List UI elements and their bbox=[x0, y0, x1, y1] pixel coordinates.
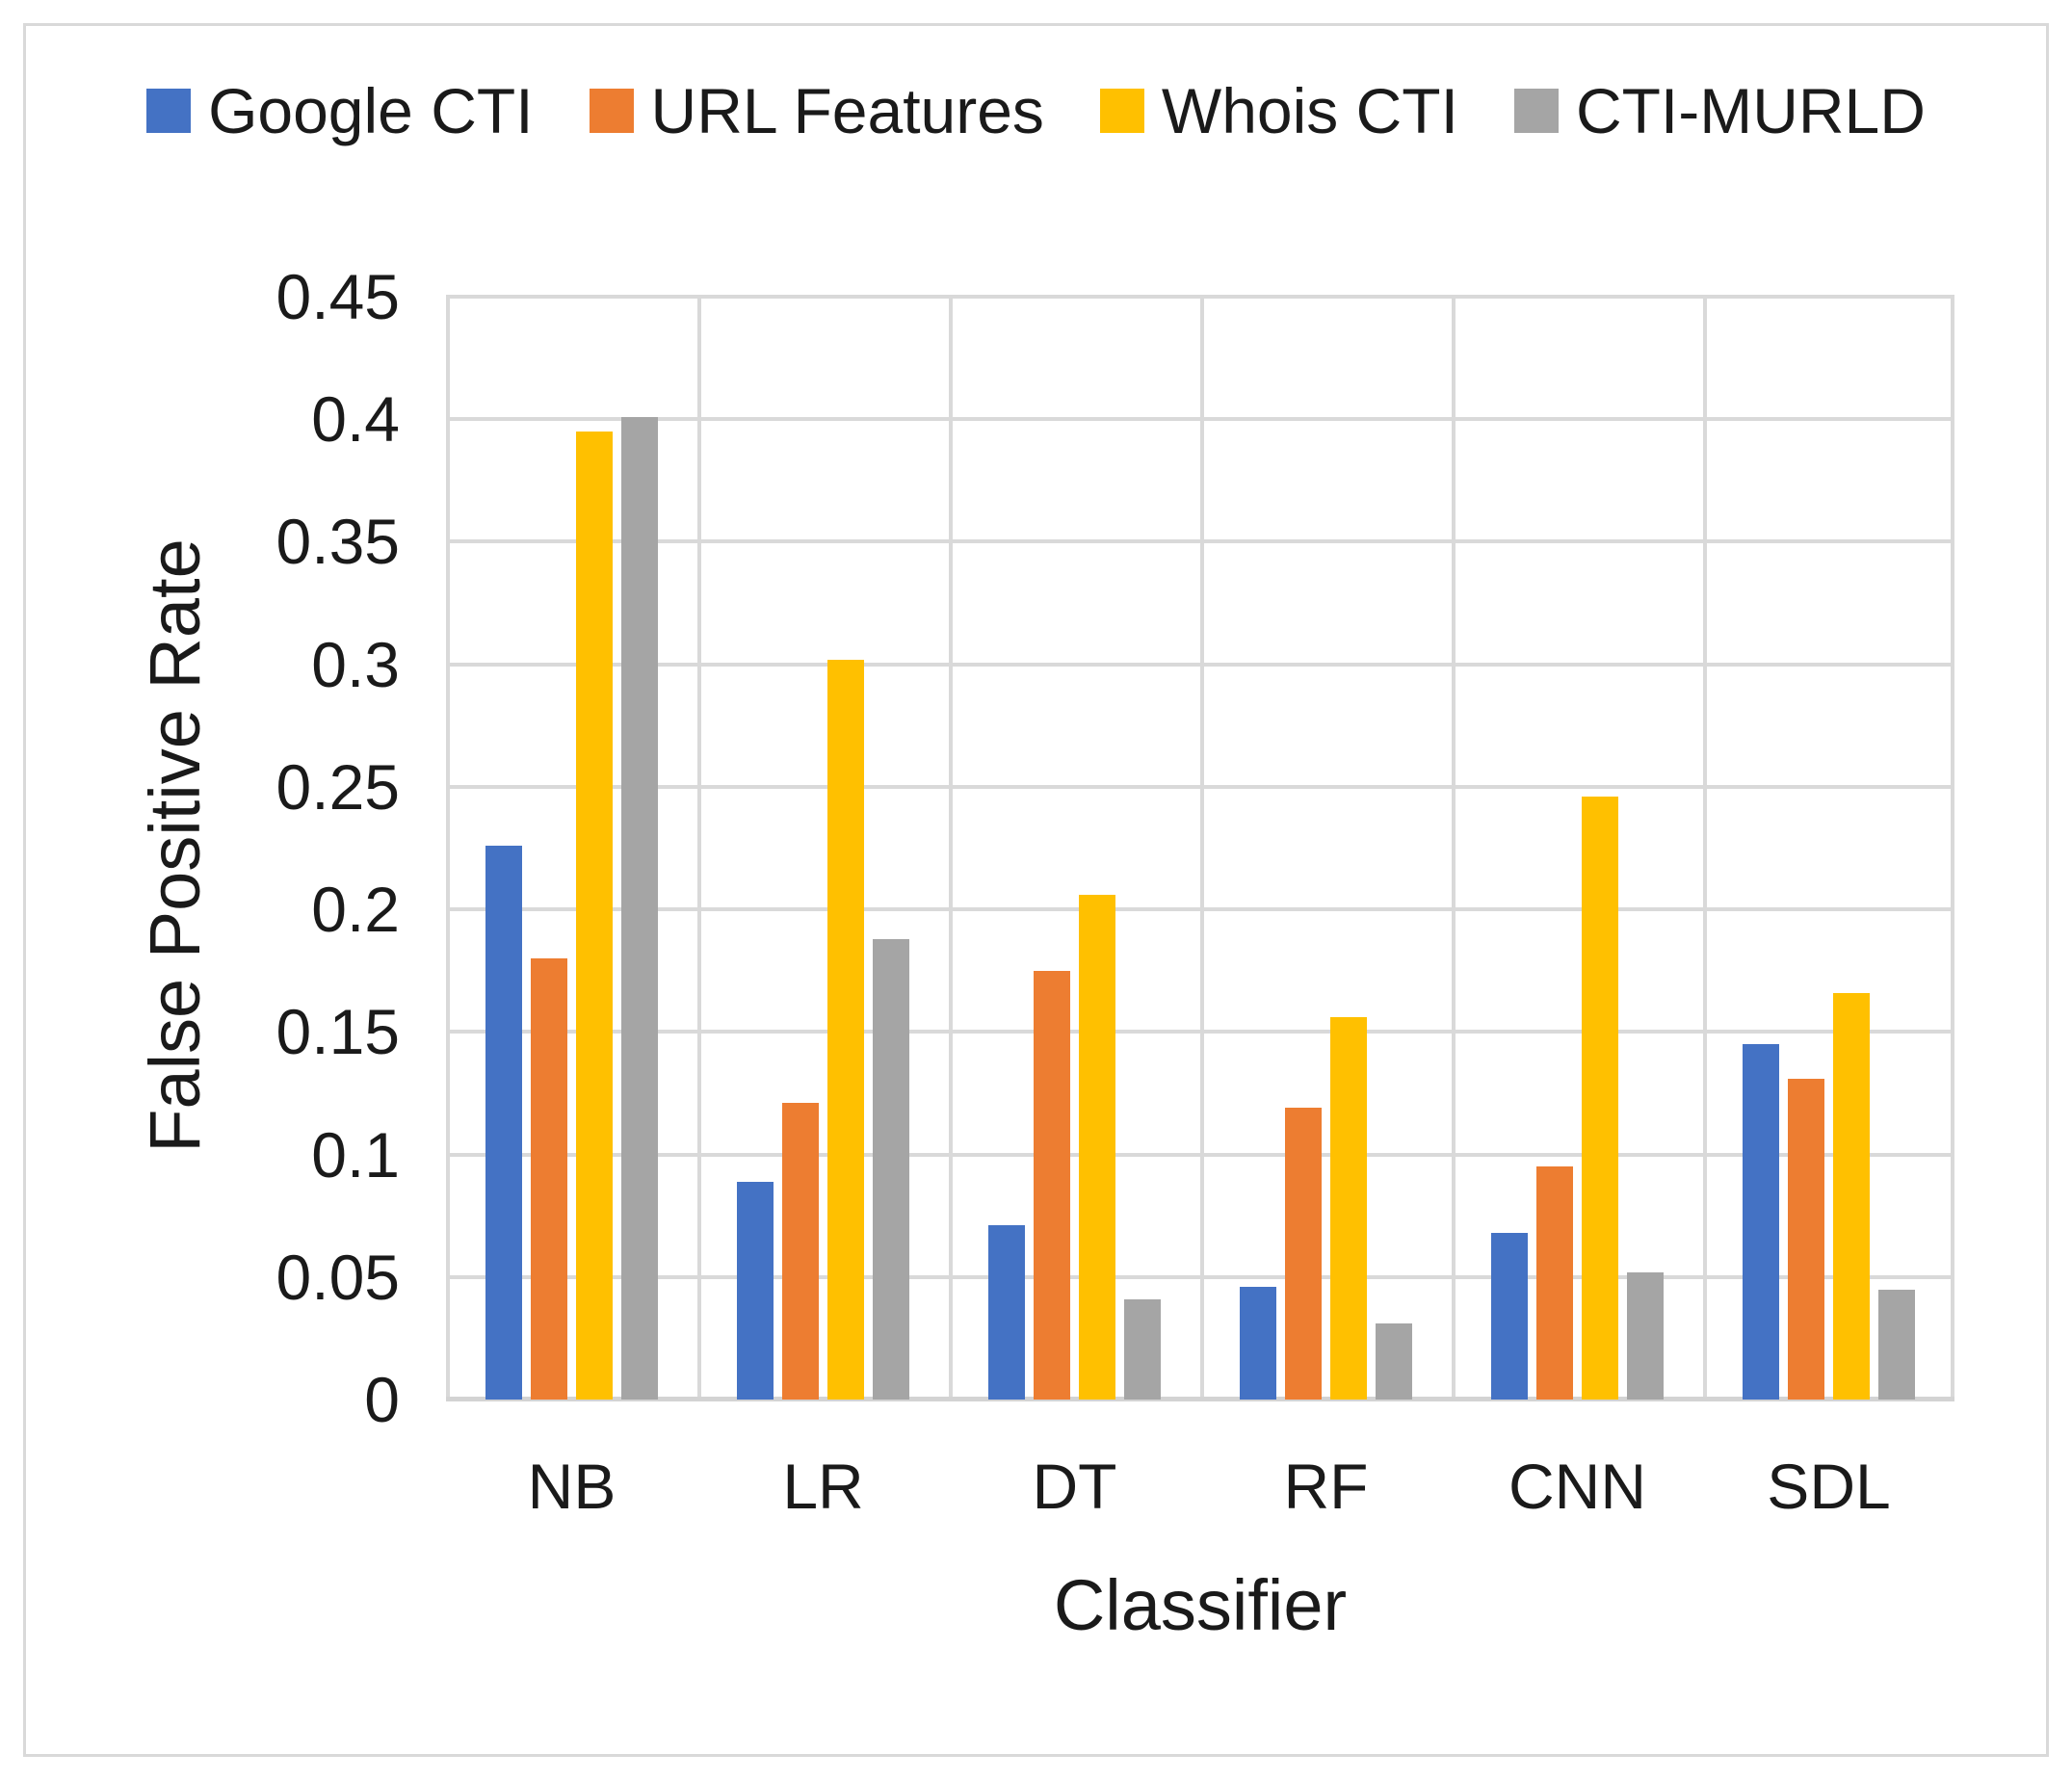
gridline-vertical bbox=[697, 297, 701, 1400]
x-axis-tick-label-rf: RF bbox=[1283, 1451, 1369, 1522]
legend-label: URL Features bbox=[650, 75, 1044, 146]
bar-whois-cti-dt bbox=[1079, 895, 1115, 1400]
x-axis-tick-label-dt: DT bbox=[1032, 1451, 1117, 1522]
x-axis-title: Classifier bbox=[1053, 1565, 1348, 1645]
y-axis-line bbox=[446, 297, 450, 1400]
y-axis-tick-label: 0.4 bbox=[311, 383, 400, 456]
legend-item-cti-murld: CTI-MURLD bbox=[1513, 75, 1926, 146]
y-axis-tick-label: 0.05 bbox=[275, 1241, 400, 1313]
y-axis-tick-label: 0.3 bbox=[311, 628, 400, 700]
bar-google-cti-nb bbox=[485, 846, 522, 1400]
y-axis-tick-label: 0 bbox=[364, 1364, 400, 1435]
bar-cti-murld-cnn bbox=[1627, 1272, 1664, 1400]
bar-cti-murld-dt bbox=[1124, 1299, 1161, 1400]
bar-google-cti-sdl bbox=[1743, 1044, 1779, 1400]
bar-google-cti-rf bbox=[1240, 1287, 1276, 1400]
gridline-vertical bbox=[1951, 297, 1954, 1400]
legend-swatch-icon-url-features bbox=[589, 89, 634, 133]
x-axis-tick-label-sdl: SDL bbox=[1767, 1451, 1891, 1522]
bar-google-cti-cnn bbox=[1491, 1233, 1528, 1400]
bar-whois-cti-nb bbox=[576, 432, 613, 1400]
legend-swatch-icon-whois-cti bbox=[1099, 89, 1144, 133]
bar-url-features-nb bbox=[531, 958, 567, 1400]
bar-whois-cti-cnn bbox=[1582, 797, 1618, 1400]
bar-url-features-lr bbox=[782, 1103, 819, 1400]
bar-url-features-dt bbox=[1034, 971, 1070, 1400]
y-axis-tick-label: 0.1 bbox=[311, 1118, 400, 1191]
bar-url-features-cnn bbox=[1536, 1166, 1573, 1400]
legend-swatch-icon-google-cti bbox=[146, 89, 192, 133]
y-axis-tick-label: 0.2 bbox=[311, 874, 400, 946]
legend-item-google-cti: Google CTI bbox=[146, 75, 534, 146]
bar-google-cti-lr bbox=[737, 1182, 774, 1400]
y-axis-tick-label: 0.35 bbox=[275, 506, 400, 578]
bar-url-features-sdl bbox=[1788, 1079, 1824, 1400]
y-axis-tick-label: 0.15 bbox=[275, 996, 400, 1068]
gridline-vertical bbox=[1200, 297, 1204, 1400]
bar-url-features-rf bbox=[1285, 1108, 1322, 1400]
bar-whois-cti-lr bbox=[827, 660, 864, 1400]
y-axis-tick-label: 0.45 bbox=[275, 261, 400, 332]
plot-area bbox=[446, 295, 1954, 1401]
x-axis-tick-label-nb: NB bbox=[527, 1451, 616, 1522]
x-axis-tick-label-lr: LR bbox=[782, 1451, 864, 1522]
bar-cti-murld-rf bbox=[1376, 1323, 1412, 1400]
gridline-vertical bbox=[949, 297, 953, 1400]
legend-label: Google CTI bbox=[208, 75, 534, 146]
x-axis-line bbox=[446, 1397, 1954, 1401]
legend-label: CTI-MURLD bbox=[1575, 75, 1926, 146]
bar-cti-murld-lr bbox=[873, 939, 909, 1400]
legend-item-url-features: URL Features bbox=[589, 75, 1044, 146]
legend-label: Whois CTI bbox=[1161, 75, 1458, 146]
bar-cti-murld-nb bbox=[621, 417, 658, 1400]
legend: Google CTI URL Features Whois CTI CTI-MURLD bbox=[0, 79, 2072, 143]
x-axis-tick-label-cnn: CNN bbox=[1508, 1451, 1646, 1522]
bar-whois-cti-sdl bbox=[1833, 993, 1870, 1400]
bar-whois-cti-rf bbox=[1330, 1017, 1367, 1400]
y-axis-tick-label: 0.25 bbox=[275, 750, 400, 823]
bar-google-cti-dt bbox=[988, 1225, 1025, 1400]
legend-swatch-icon-cti-murld bbox=[1513, 89, 1559, 133]
gridline-vertical bbox=[1452, 297, 1456, 1400]
legend-item-whois-cti: Whois CTI bbox=[1099, 75, 1458, 146]
gridline-vertical bbox=[1703, 297, 1707, 1400]
bar-cti-murld-sdl bbox=[1878, 1290, 1915, 1400]
